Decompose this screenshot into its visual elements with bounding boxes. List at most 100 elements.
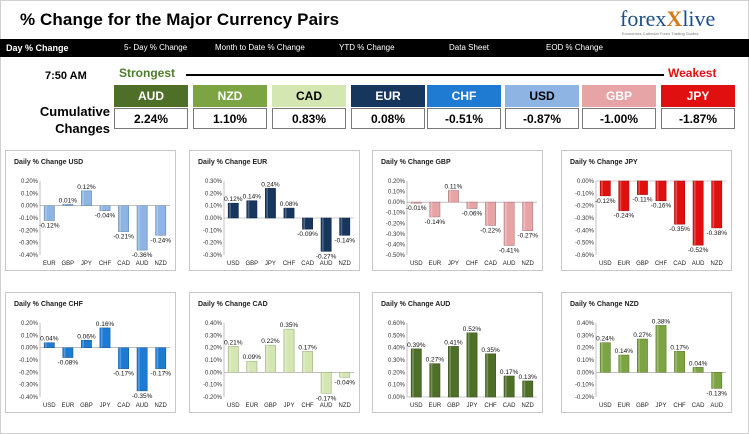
bar-group xyxy=(118,205,129,232)
bar xyxy=(246,200,258,219)
bar-highlight xyxy=(322,218,324,252)
nav-month-to-date-change[interactable]: Month to Date % Change xyxy=(215,43,305,52)
bar xyxy=(692,180,704,246)
nav-bar: Day % Change 5- Day % Change Month to Da… xyxy=(0,39,749,57)
bar-highlight xyxy=(619,355,622,373)
bar-highlight xyxy=(505,376,507,397)
data-label: 0.01% xyxy=(59,197,78,204)
y-tick-label: 0.30% xyxy=(205,179,223,185)
data-label: -0.17% xyxy=(150,371,171,378)
data-label: 0.27% xyxy=(426,357,445,364)
bar-group xyxy=(227,346,239,373)
data-label: -0.36% xyxy=(132,252,153,259)
bar-group xyxy=(655,325,667,373)
bar-group xyxy=(618,180,630,211)
x-category-label: EUR xyxy=(429,403,442,409)
currency-cell-cad: CAD 0.83% xyxy=(272,85,346,130)
bar xyxy=(62,204,74,206)
bar xyxy=(448,346,459,398)
y-tick-label: 0.10% xyxy=(205,204,223,210)
data-label: 0.39% xyxy=(407,342,426,349)
currency-code: CAD xyxy=(272,85,346,107)
bar xyxy=(320,217,332,252)
chart-panel-chf: Daily % Change CHF -0.40% -0.30% -0.20% -0.1… xyxy=(5,292,176,413)
bar-highlight xyxy=(247,200,250,218)
nav-eod-change[interactable]: EOD % Change xyxy=(546,43,603,52)
bar-group xyxy=(136,347,148,392)
data-label: -0.41% xyxy=(499,247,520,254)
x-category-label: GBP xyxy=(62,261,75,267)
nav-day-change[interactable]: Day % Change xyxy=(6,43,69,53)
data-label: -0.01% xyxy=(406,205,427,212)
chart-title: Daily % Change CAD xyxy=(198,301,268,308)
x-category-label: USD xyxy=(599,403,612,409)
forexlive-logo[interactable]: forexXlive Economics Calendar Forex Trad… xyxy=(616,6,726,40)
currency-cumulative-value: 1.10% xyxy=(193,108,267,129)
data-label: 0.24% xyxy=(596,336,615,343)
data-label: -0.22% xyxy=(480,227,501,234)
bar xyxy=(522,201,534,231)
x-category-label: USD xyxy=(227,403,240,409)
bar xyxy=(62,347,74,358)
x-category-label: USD xyxy=(410,403,423,409)
bar-group xyxy=(99,327,111,348)
bar-chart: Daily % Change NZD -0.20% -0.10% 0.00% 0.10%… xyxy=(570,301,727,409)
bar xyxy=(485,353,496,398)
x-category-label: GBP xyxy=(636,403,649,409)
x-category-label: AUD xyxy=(136,261,149,267)
currency-cumulative-value: -0.87% xyxy=(505,108,579,129)
x-category-label: NZD xyxy=(155,261,168,267)
nav-data-sheet[interactable]: Data Sheet xyxy=(449,43,490,52)
y-tick-label: 0.00% xyxy=(205,216,223,222)
bar-chart: Daily % Change USD-0.40%-0.30%-0.20%-0.1… xyxy=(14,159,171,267)
bar-highlight xyxy=(303,351,306,373)
bar-highlight xyxy=(638,339,640,373)
bar-group xyxy=(265,344,276,373)
data-label: -0.08% xyxy=(58,360,79,367)
bar-group xyxy=(320,217,332,252)
bar-highlight xyxy=(467,332,470,397)
bar-group xyxy=(302,217,313,230)
y-tick-label: -0.50% xyxy=(386,253,406,259)
bar-highlight xyxy=(430,202,433,217)
x-category-label: CAD xyxy=(484,261,497,267)
data-label: 0.24% xyxy=(261,181,280,188)
chart-panel-usd: Daily % Change USD -0.40% -0.30% -0.20% -0.1… xyxy=(5,150,176,271)
data-label: 0.04% xyxy=(689,360,708,367)
data-label: 0.09% xyxy=(243,354,262,361)
bar-group xyxy=(339,217,351,236)
x-category-label: NZD xyxy=(522,261,535,267)
x-category-label: AUD xyxy=(503,261,516,267)
bar-chart: Daily % Change CHF -0.40% -0.30% -0.20% -0.1… xyxy=(14,301,171,409)
data-label: 0.22% xyxy=(261,338,280,345)
bar xyxy=(81,190,92,206)
bar-group xyxy=(503,375,515,398)
data-label: -0.09% xyxy=(297,231,318,238)
x-category-label: EUR xyxy=(62,403,75,409)
y-tick-label: -0.40% xyxy=(19,395,39,401)
bar-group xyxy=(522,201,534,231)
currency-code: AUD xyxy=(114,85,188,107)
y-tick-label: 0.20% xyxy=(205,346,223,352)
data-label: 0.17% xyxy=(298,344,317,351)
y-tick-label: -0.30% xyxy=(386,232,406,238)
logo-wordmark: forexXlive xyxy=(620,6,715,32)
cumulative-label-line-2: Changes xyxy=(55,121,110,136)
data-label: 0.21% xyxy=(224,339,243,346)
bar-group xyxy=(692,180,704,246)
bar xyxy=(711,180,723,229)
y-tick-label: -0.20% xyxy=(19,370,39,376)
chart-title: Daily % Change CHF xyxy=(14,301,84,308)
currency-cell-gbp: GBP -1.00% xyxy=(582,85,656,130)
bar-group xyxy=(599,180,611,197)
bar-highlight xyxy=(100,205,103,211)
data-label: 0.52% xyxy=(463,326,482,333)
x-category-label: CAD xyxy=(117,403,130,409)
bar xyxy=(155,347,167,369)
bar-group xyxy=(429,363,441,398)
bar-group xyxy=(81,339,92,348)
nav-ytd-change[interactable]: YTD % Change xyxy=(339,43,395,52)
bar-highlight xyxy=(467,202,470,209)
nav-5day-change[interactable]: 5- Day % Change xyxy=(124,43,188,52)
x-category-label: JPY xyxy=(283,403,294,409)
